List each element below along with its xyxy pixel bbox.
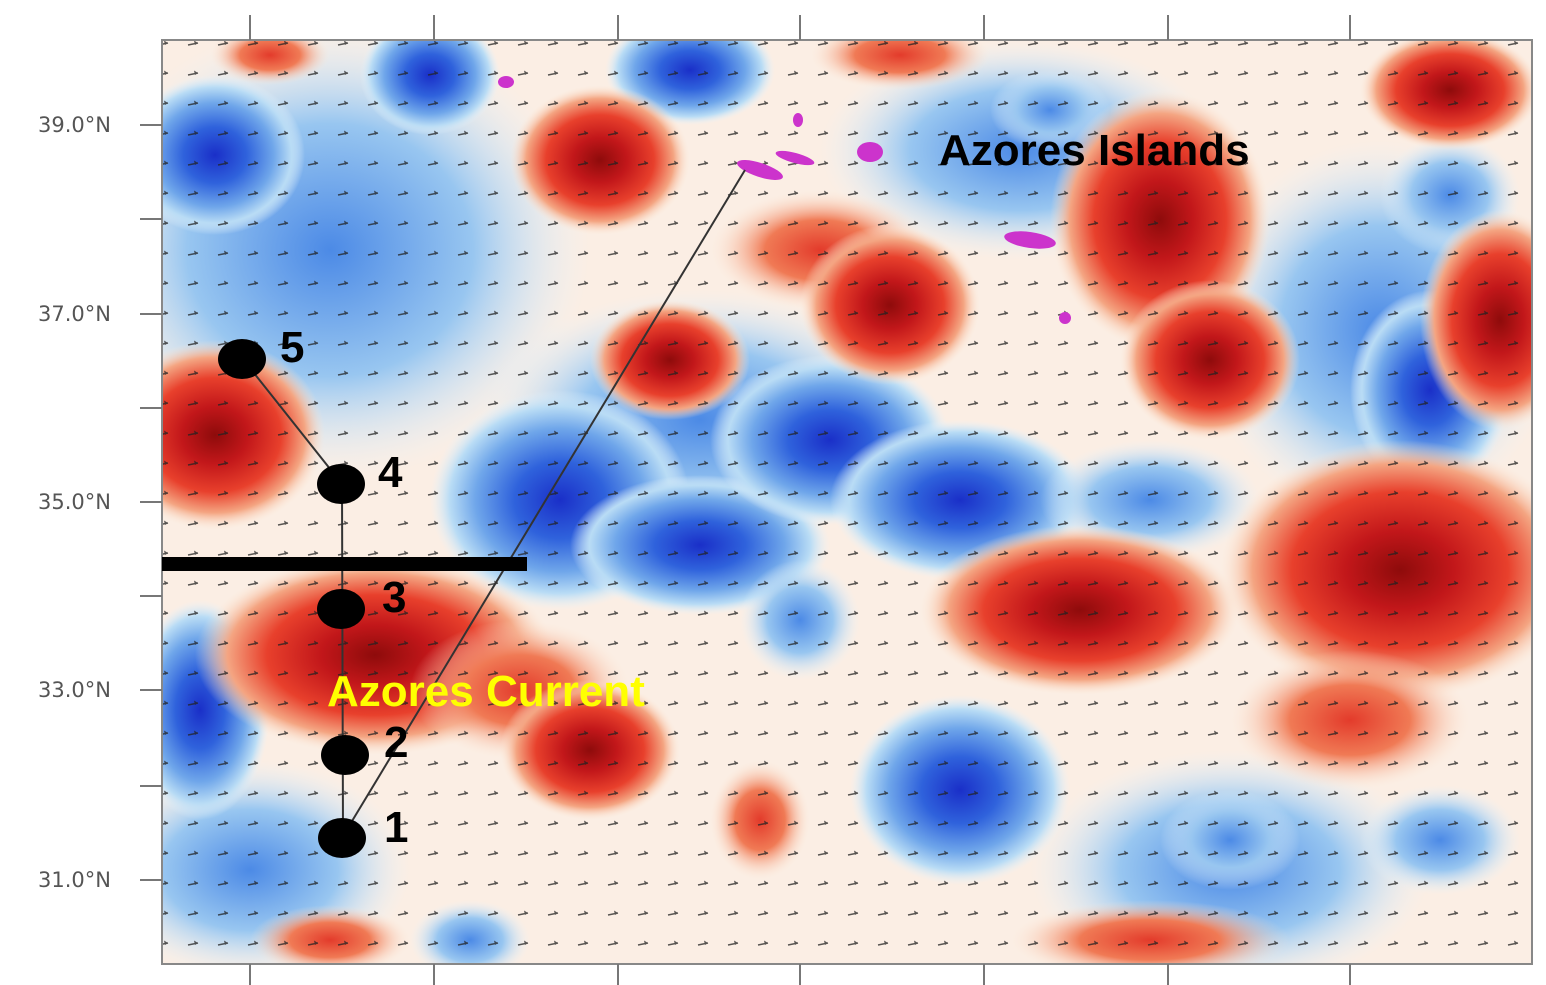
station-1-marker <box>318 818 366 858</box>
y-axis-labels: 39.0°N 37.0°N 35.0°N 33.0°N 31.0°N <box>38 113 111 892</box>
station-4-marker <box>317 464 365 504</box>
station-3-marker <box>317 589 365 629</box>
y-tick-label: 33.0°N <box>38 678 111 702</box>
station-5-label: 5 <box>280 323 304 372</box>
station-2-label: 2 <box>384 718 408 767</box>
station-5-marker <box>218 339 266 379</box>
azores-current-label: Azores Current <box>327 667 645 716</box>
sea-surface-field <box>162 40 1532 964</box>
azores-islands-marks <box>498 76 1071 324</box>
y-tick-label: 37.0°N <box>38 302 111 326</box>
stations: 1 2 3 4 5 <box>218 323 408 858</box>
station-4-label: 4 <box>378 448 403 497</box>
axis-ticks <box>140 15 1351 985</box>
station-3-label: 3 <box>382 573 406 622</box>
y-tick-label: 31.0°N <box>38 868 111 892</box>
station-1-label: 1 <box>384 803 408 852</box>
azores-islands-label: Azores Islands <box>939 126 1250 175</box>
station-2-marker <box>321 735 369 775</box>
y-tick-label: 35.0°N <box>38 490 111 514</box>
y-tick-label: 39.0°N <box>38 113 111 137</box>
